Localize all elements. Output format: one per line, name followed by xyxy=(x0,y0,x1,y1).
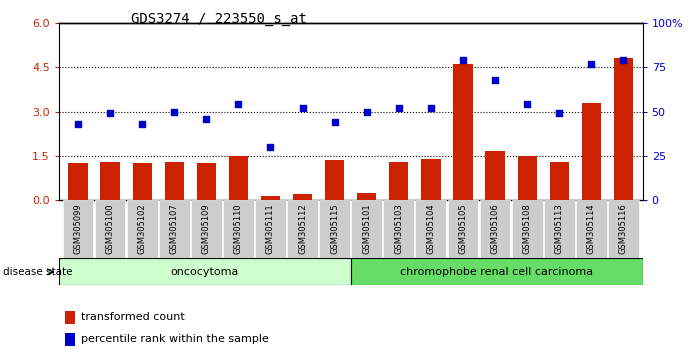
FancyBboxPatch shape xyxy=(63,200,93,258)
Bar xyxy=(549,162,569,200)
Text: GSM305113: GSM305113 xyxy=(555,203,564,254)
Point xyxy=(522,102,533,107)
Bar xyxy=(164,162,184,200)
Text: GSM305104: GSM305104 xyxy=(426,203,435,253)
Point xyxy=(553,110,565,116)
Bar xyxy=(197,163,216,200)
Point xyxy=(489,77,500,82)
Bar xyxy=(453,64,473,200)
Point xyxy=(137,121,148,127)
Bar xyxy=(518,156,537,200)
Point xyxy=(265,144,276,150)
Point xyxy=(73,121,84,127)
Text: transformed count: transformed count xyxy=(81,312,184,322)
Text: GSM305112: GSM305112 xyxy=(298,203,307,253)
Bar xyxy=(100,162,120,200)
Text: GSM305105: GSM305105 xyxy=(458,203,468,253)
Bar xyxy=(64,311,75,324)
FancyBboxPatch shape xyxy=(512,200,542,258)
FancyBboxPatch shape xyxy=(223,200,254,258)
FancyBboxPatch shape xyxy=(95,200,126,258)
Point xyxy=(297,105,308,111)
FancyBboxPatch shape xyxy=(287,200,318,258)
FancyBboxPatch shape xyxy=(480,200,511,258)
Point xyxy=(426,105,437,111)
FancyBboxPatch shape xyxy=(159,200,189,258)
FancyBboxPatch shape xyxy=(319,200,350,258)
FancyBboxPatch shape xyxy=(415,200,446,258)
Bar xyxy=(59,258,350,285)
Text: GSM305107: GSM305107 xyxy=(170,203,179,254)
Bar xyxy=(422,159,440,200)
Bar xyxy=(485,152,504,200)
FancyBboxPatch shape xyxy=(608,200,638,258)
Point xyxy=(457,57,468,63)
Text: GSM305103: GSM305103 xyxy=(395,203,404,254)
Point xyxy=(201,116,212,121)
Text: percentile rank within the sample: percentile rank within the sample xyxy=(81,335,269,344)
Point xyxy=(586,61,597,67)
FancyBboxPatch shape xyxy=(351,200,382,258)
FancyBboxPatch shape xyxy=(384,200,414,258)
Point xyxy=(361,109,372,114)
Bar xyxy=(389,162,408,200)
Text: GSM305114: GSM305114 xyxy=(587,203,596,253)
Bar xyxy=(350,258,643,285)
Text: GSM305102: GSM305102 xyxy=(138,203,146,253)
Bar xyxy=(64,333,75,346)
Text: GSM305111: GSM305111 xyxy=(266,203,275,253)
Bar xyxy=(229,156,248,200)
FancyBboxPatch shape xyxy=(191,200,222,258)
Bar xyxy=(261,195,280,200)
Text: GSM305108: GSM305108 xyxy=(522,203,531,254)
Text: GSM305115: GSM305115 xyxy=(330,203,339,253)
Bar xyxy=(133,163,152,200)
FancyBboxPatch shape xyxy=(448,200,478,258)
Text: disease state: disease state xyxy=(3,267,73,277)
Text: chromophobe renal cell carcinoma: chromophobe renal cell carcinoma xyxy=(400,267,593,277)
Point xyxy=(169,109,180,114)
Text: GDS3274 / 223550_s_at: GDS3274 / 223550_s_at xyxy=(131,12,307,27)
FancyBboxPatch shape xyxy=(576,200,607,258)
Bar xyxy=(582,103,601,200)
Text: GSM305109: GSM305109 xyxy=(202,203,211,253)
Point xyxy=(618,57,629,63)
Bar xyxy=(614,58,633,200)
FancyBboxPatch shape xyxy=(544,200,575,258)
Text: oncocytoma: oncocytoma xyxy=(171,267,239,277)
Point xyxy=(329,119,340,125)
Point xyxy=(393,105,404,111)
FancyBboxPatch shape xyxy=(126,200,158,258)
Bar xyxy=(68,163,88,200)
Text: GSM305099: GSM305099 xyxy=(73,203,82,253)
Bar xyxy=(357,193,377,200)
Text: GSM305101: GSM305101 xyxy=(362,203,371,253)
Bar xyxy=(325,160,344,200)
Text: GSM305110: GSM305110 xyxy=(234,203,243,253)
FancyBboxPatch shape xyxy=(255,200,286,258)
Text: GSM305116: GSM305116 xyxy=(619,203,628,254)
Text: GSM305106: GSM305106 xyxy=(491,203,500,254)
Point xyxy=(104,110,115,116)
Point xyxy=(233,102,244,107)
Bar xyxy=(293,194,312,200)
Text: GSM305100: GSM305100 xyxy=(106,203,115,253)
